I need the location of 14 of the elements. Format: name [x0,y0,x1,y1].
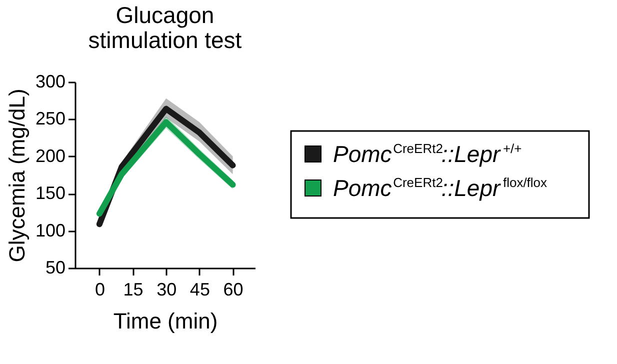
chart-title: Glucagon stimulation test [88,2,242,53]
x-tick-label: 0 [94,280,105,300]
y-tick-label: 150 [35,183,66,204]
x-tick-label: 45 [190,280,210,300]
x-axis-title: Time (min) [113,308,218,334]
y-tick-label: 300 [35,72,66,92]
y-tick-label: 250 [35,108,66,129]
y-tick-label: 100 [35,220,66,240]
y-tick-label: 200 [35,146,66,166]
x-tick-label: 60 [223,280,244,300]
y-axis-title: Glycemia (mg/dL) [4,88,30,262]
x-tick-label: 15 [123,280,144,300]
x-tick-label: 30 [156,280,177,300]
y-tick-label: 50 [45,258,66,278]
